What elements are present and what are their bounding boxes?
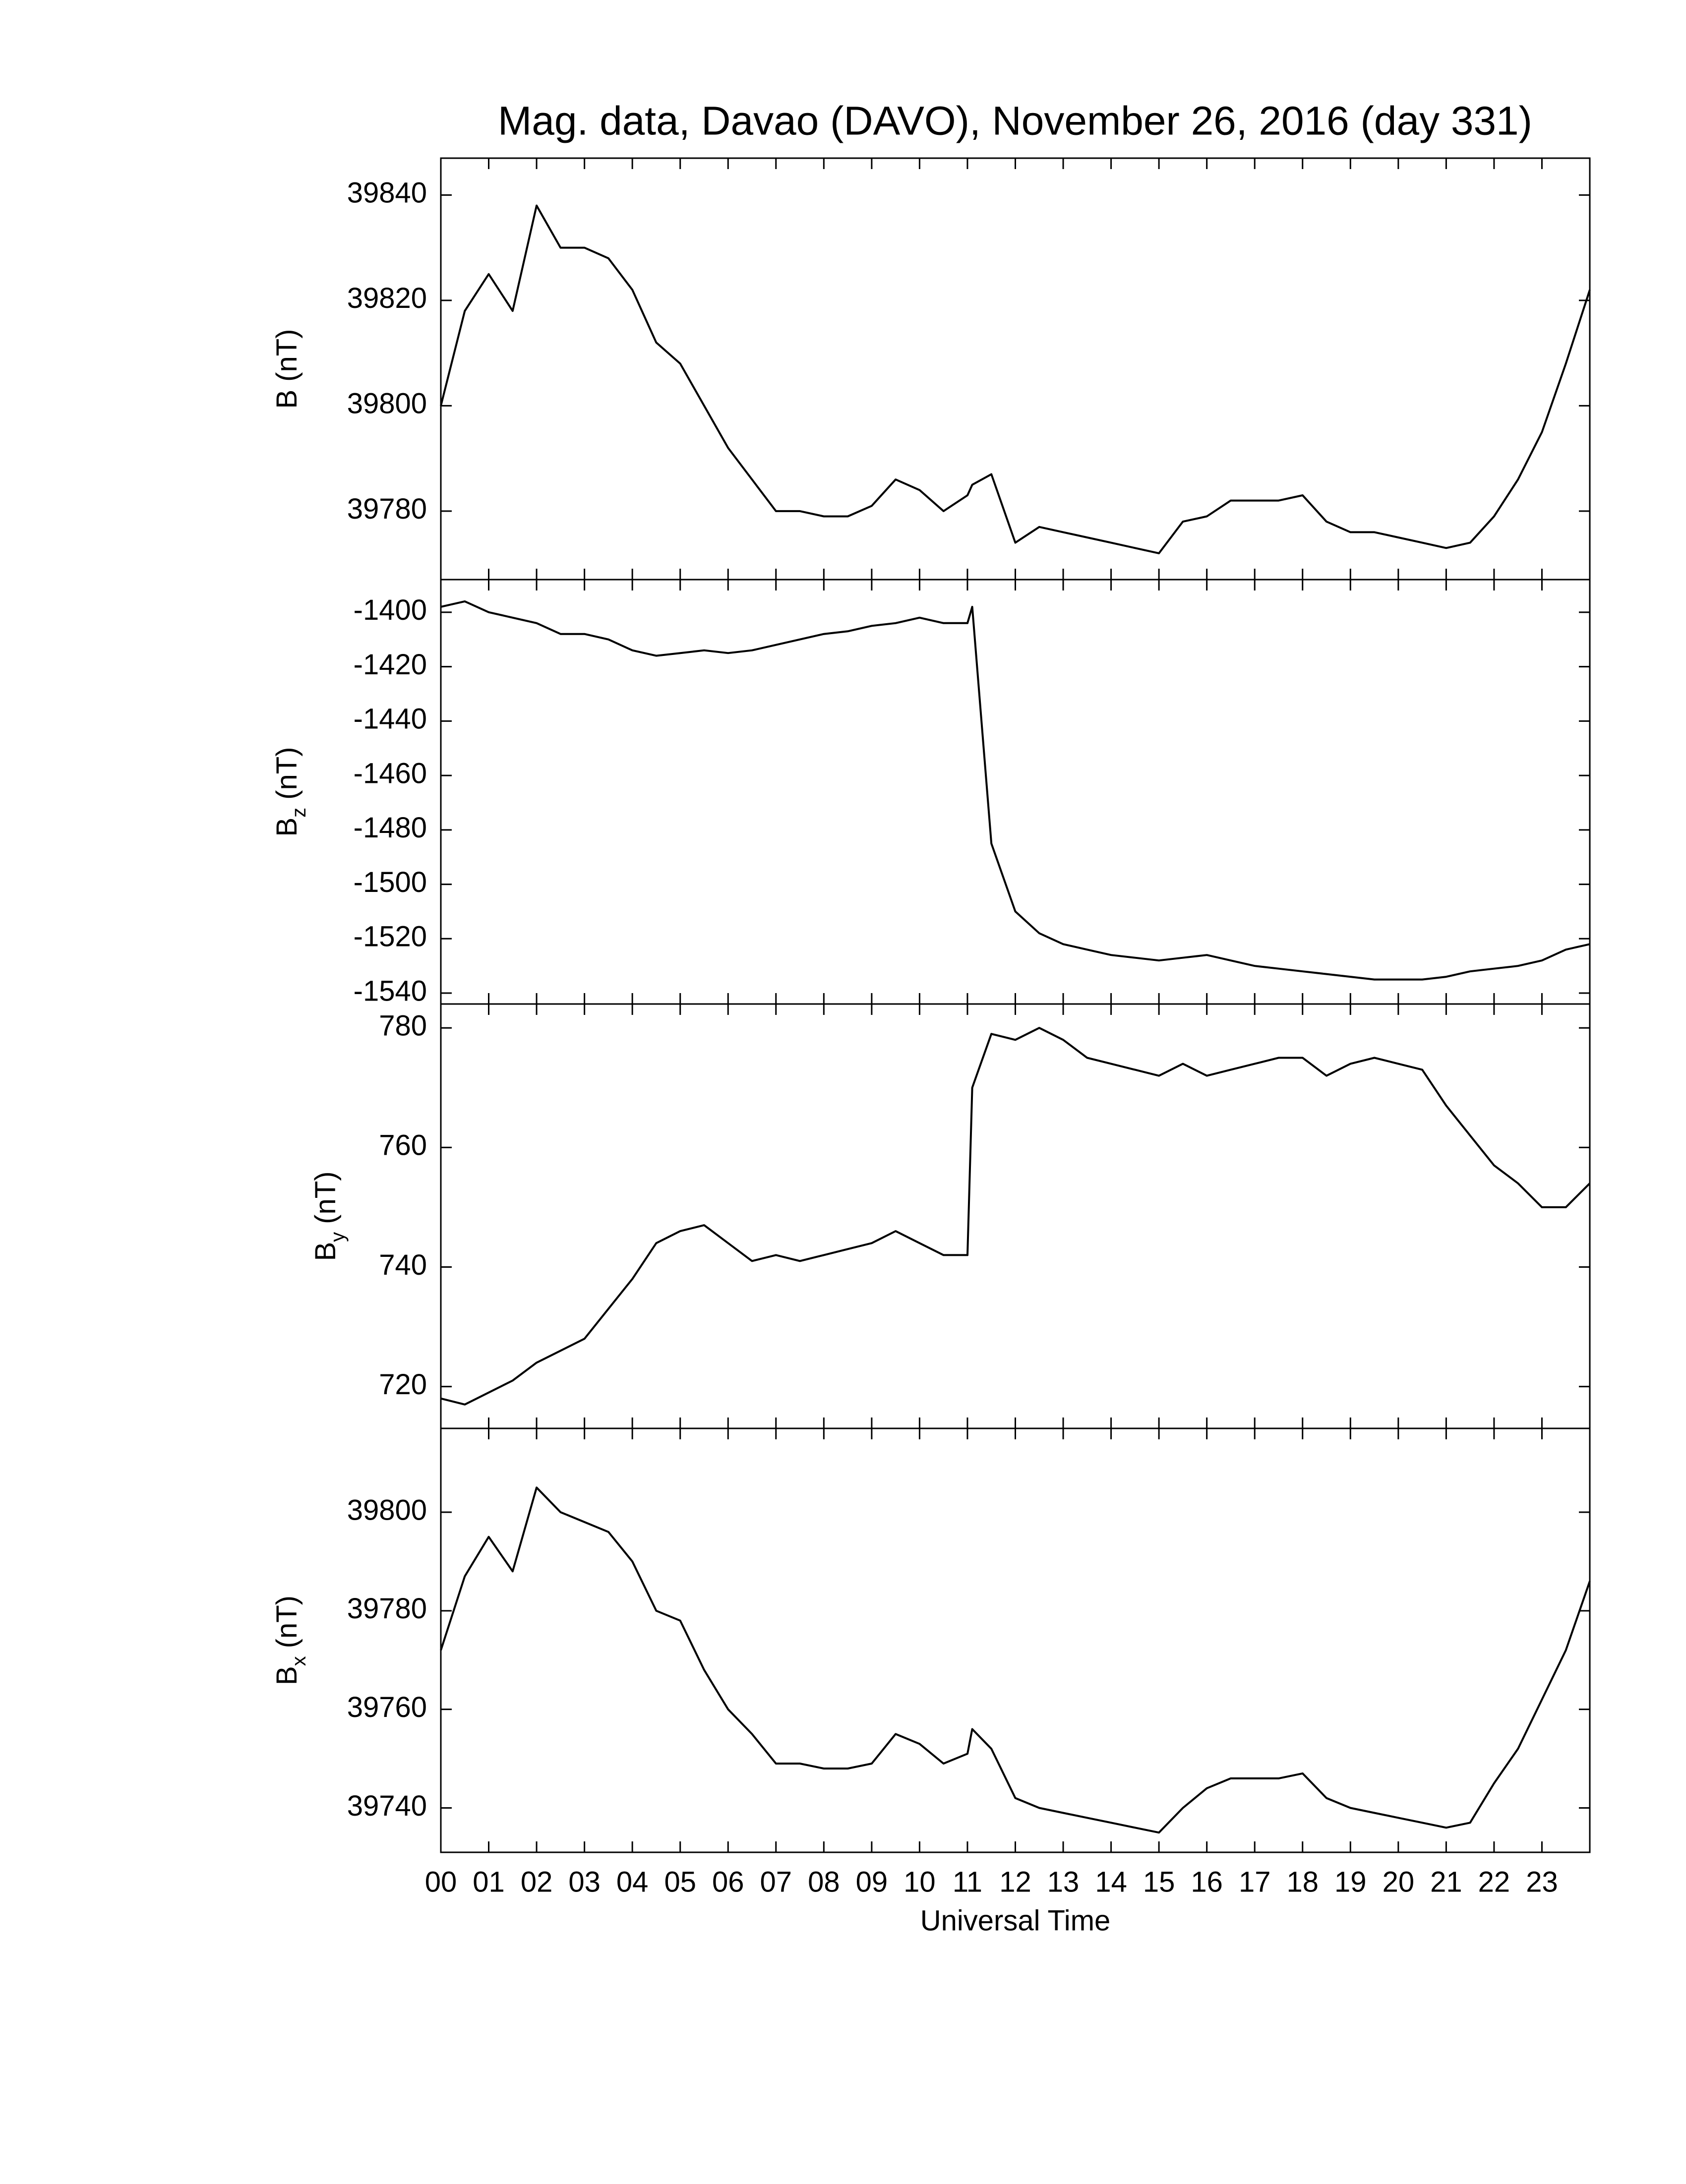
y-axis-label-subscript: z bbox=[288, 808, 310, 818]
y-axis-label-unit: (nT) bbox=[271, 1595, 303, 1648]
y-axis-label: By (nT) bbox=[309, 1171, 348, 1261]
x-tick-label: 08 bbox=[808, 1866, 840, 1898]
x-tick-label: 00 bbox=[425, 1866, 457, 1898]
x-tick-label: 02 bbox=[521, 1866, 553, 1898]
x-tick-label: 07 bbox=[760, 1866, 792, 1898]
y-axis-label-unit: (nT) bbox=[271, 329, 303, 381]
y-tick-label: -1480 bbox=[354, 812, 427, 844]
x-tick-label: 09 bbox=[856, 1866, 888, 1898]
data-line bbox=[440, 204, 1591, 554]
y-axis-label-symbol: B bbox=[271, 390, 303, 409]
chart-title: Mag. data, Davao (DAVO), November 26, 20… bbox=[498, 99, 1532, 144]
y-tick-label: -1500 bbox=[354, 866, 427, 898]
y-tick-label: -1400 bbox=[354, 594, 427, 626]
x-tick-label: 18 bbox=[1286, 1866, 1319, 1898]
y-tick-label: 720 bbox=[379, 1368, 427, 1401]
y-axis-label-symbol: B bbox=[309, 1242, 342, 1261]
y-axis-label-symbol: B bbox=[271, 818, 303, 837]
plot-frame bbox=[440, 1427, 1591, 1853]
data-line bbox=[440, 1027, 1591, 1406]
x-tick-label: 19 bbox=[1334, 1866, 1367, 1898]
x-tick-label: 17 bbox=[1239, 1866, 1271, 1898]
y-tick-label: 39780 bbox=[347, 493, 427, 525]
x-tick-label: 15 bbox=[1143, 1866, 1175, 1898]
x-tick-label: 14 bbox=[1095, 1866, 1127, 1898]
y-tick-label: 39840 bbox=[347, 177, 427, 209]
x-tick-label: 03 bbox=[568, 1866, 601, 1898]
y-axis-label-unit: (nT) bbox=[271, 747, 303, 799]
x-tick-label: 20 bbox=[1383, 1866, 1415, 1898]
y-tick-label: 39760 bbox=[347, 1691, 427, 1723]
y-tick-label: 39800 bbox=[347, 388, 427, 420]
x-tick-label: 23 bbox=[1526, 1866, 1558, 1898]
y-axis-label: B (nT) bbox=[271, 329, 303, 409]
y-tick-label: -1420 bbox=[354, 649, 427, 681]
x-tick-label: 01 bbox=[473, 1866, 505, 1898]
y-tick-label: -1440 bbox=[354, 703, 427, 735]
y-tick-label: -1520 bbox=[354, 921, 427, 953]
y-axis-label-symbol: B bbox=[271, 1666, 303, 1685]
data-line bbox=[440, 1486, 1591, 1834]
x-tick-label: 13 bbox=[1047, 1866, 1080, 1898]
x-axis-label: Universal Time bbox=[920, 1904, 1111, 1937]
y-tick-label: -1540 bbox=[354, 975, 427, 1007]
plot-frame bbox=[440, 157, 1591, 581]
y-axis-label-unit: (nT) bbox=[309, 1171, 342, 1224]
plot-frame bbox=[440, 579, 1591, 1005]
x-tick-label: 05 bbox=[664, 1866, 696, 1898]
x-tick-label: 16 bbox=[1191, 1866, 1223, 1898]
data-line bbox=[440, 600, 1590, 981]
y-tick-label: 760 bbox=[379, 1129, 427, 1162]
y-axis-label: Bx (nT) bbox=[271, 1595, 309, 1685]
y-tick-label: 740 bbox=[379, 1249, 427, 1281]
y-tick-label: -1460 bbox=[354, 757, 427, 789]
y-axis-label-subscript: y bbox=[327, 1232, 349, 1242]
x-tick-label: 22 bbox=[1478, 1866, 1510, 1898]
y-tick-label: 39780 bbox=[347, 1593, 427, 1625]
y-axis-label: Bz (nT) bbox=[271, 747, 309, 836]
x-tick-label: 10 bbox=[903, 1866, 936, 1898]
x-tick-label: 06 bbox=[712, 1866, 744, 1898]
y-tick-label: 39820 bbox=[347, 282, 427, 314]
x-tick-label: 11 bbox=[953, 1866, 982, 1898]
y-tick-label: 39800 bbox=[347, 1494, 427, 1526]
y-tick-label: 780 bbox=[379, 1010, 427, 1042]
x-tick-label: 12 bbox=[999, 1866, 1031, 1898]
y-tick-label: 39740 bbox=[347, 1790, 427, 1822]
x-tick-label: 21 bbox=[1430, 1866, 1462, 1898]
x-tick-label: 04 bbox=[616, 1866, 649, 1898]
y-axis-label-subscript: x bbox=[288, 1656, 310, 1666]
